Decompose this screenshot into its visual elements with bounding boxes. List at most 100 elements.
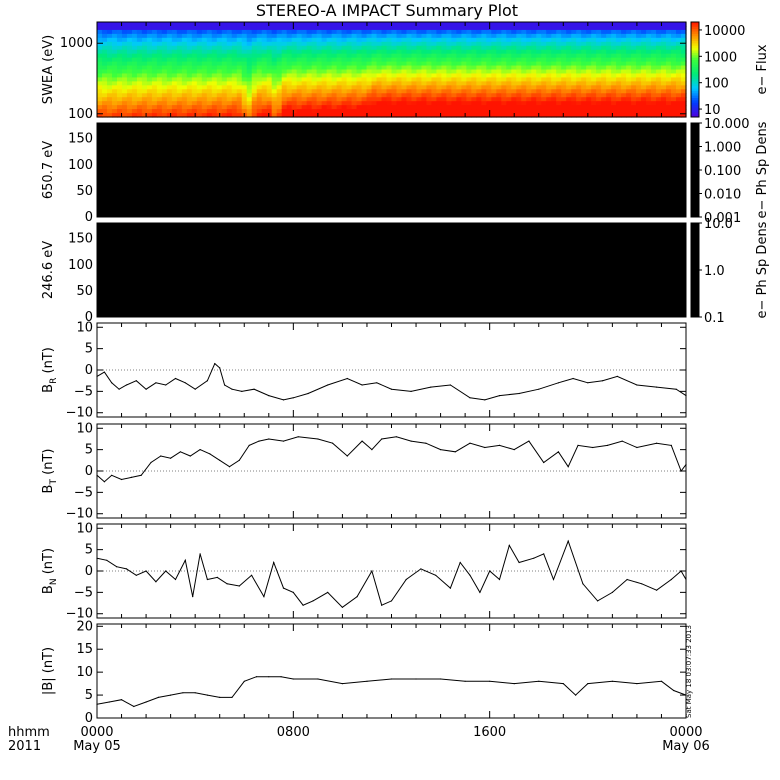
data-point (415, 678, 417, 680)
spectrogram-cell (296, 81, 303, 86)
spectrogram-cell (596, 101, 602, 106)
spectrogram-cell (166, 89, 173, 94)
spectrogram-cell (621, 73, 627, 79)
spectrogram-cell (456, 65, 462, 71)
data-point (118, 388, 120, 390)
spectrogram-cell (551, 77, 557, 82)
spectrogram-cell (421, 65, 428, 71)
spectrogram-cell (681, 37, 687, 43)
spectrogram-cell (251, 109, 258, 114)
spectrogram-cell (131, 85, 138, 90)
spectrogram-cell (501, 25, 507, 31)
spectrogram-cell (676, 105, 682, 110)
spectrogram-cell (456, 33, 462, 39)
data-point (543, 461, 545, 464)
spectrogram-cell (591, 93, 597, 98)
spectrogram-cell (361, 33, 368, 39)
spectrogram-cell (571, 101, 577, 106)
spectrogram-cell (296, 69, 303, 75)
spectrogram-cell (436, 65, 443, 71)
spectrogram-cell (566, 85, 572, 90)
spectrogram-cell (151, 69, 158, 75)
spectrogram-cell (461, 69, 467, 75)
spectrogram-cell (496, 89, 502, 94)
spectrogram-cell (471, 37, 477, 43)
spectrogram-cell (311, 41, 318, 47)
spectrogram-cell (486, 105, 492, 110)
spectrogram-cell (291, 93, 298, 98)
spectrogram-cell (651, 45, 657, 51)
spectrogram-cell (371, 97, 378, 102)
spectrogram-cell (326, 113, 333, 118)
spectrogram-cell (186, 73, 193, 79)
spectrogram-cell (261, 93, 268, 98)
spectrogram-cell (461, 77, 467, 82)
spectrogram-cell (136, 105, 143, 110)
data-point (135, 380, 137, 382)
spectrogram-cell (456, 89, 462, 94)
spectrogram-cell (356, 45, 363, 51)
spectrogram-cell (461, 85, 467, 90)
spectrogram-cell (401, 33, 408, 39)
spectrogram-cell (506, 69, 512, 75)
spectrogram-cell (536, 25, 542, 31)
colorbar-cell (691, 100, 699, 104)
spectrogram-cell (356, 81, 363, 86)
spectrogram-cell (401, 97, 408, 102)
spectrogram-cell (296, 53, 303, 59)
spectrogram-cell (626, 81, 632, 86)
y-tick-label: 10 (76, 421, 93, 436)
colorbar-cell (691, 41, 699, 44)
spectrogram-cell (591, 105, 597, 110)
spectrogram-cell (176, 33, 183, 39)
spectrogram-cell (266, 101, 273, 106)
spectrogram-cell (166, 29, 173, 35)
spectrogram-cell (386, 65, 393, 71)
spectrogram-cell (131, 25, 138, 31)
spectrogram-cell (461, 37, 467, 43)
spectrogram-cell (201, 22, 208, 27)
spectrogram-cell (321, 81, 328, 86)
spectrogram-cell (211, 109, 218, 114)
spectrogram-cell (241, 61, 248, 67)
spectrogram-cell (366, 33, 373, 39)
spectrogram-cell (351, 69, 358, 75)
spectrogram-cell (251, 22, 258, 27)
spectrogram-cell (356, 93, 363, 98)
y-axis-label: 650.7 eV (41, 141, 56, 199)
spectrogram-cell (171, 25, 178, 31)
spectrogram-cell (596, 45, 602, 51)
spectrogram-cell (551, 85, 557, 90)
spectrogram-cell (351, 37, 358, 43)
spectrogram-cell (266, 61, 273, 67)
spectrogram-cell (561, 73, 567, 79)
data-point (621, 440, 623, 442)
spectrogram-cell (531, 97, 537, 102)
spectrogram-cell (646, 89, 652, 94)
spectrogram-cell (171, 105, 178, 110)
spectrogram-cell (506, 53, 512, 59)
spectrogram-cell (181, 22, 188, 27)
spectrogram-cell (346, 81, 353, 86)
spectrogram-cell (646, 53, 652, 59)
spectrogram-cell (671, 29, 677, 35)
spectrogram-cell (606, 57, 612, 63)
spectrogram-cell (436, 81, 443, 86)
spectrogram-cell (151, 73, 158, 79)
spectrogram-cell (521, 89, 527, 94)
spectrogram-cell (231, 49, 238, 55)
spectrogram-cell (196, 81, 203, 86)
spectrogram-cell (526, 29, 532, 35)
spectrogram-cell (166, 97, 173, 102)
spectrogram-cell (291, 45, 298, 51)
colorbar-cell (691, 52, 699, 56)
spectrogram-cell (151, 45, 158, 51)
spectrogram-cell (656, 81, 662, 86)
spectrogram-cell (156, 77, 163, 82)
spectrogram-cell (101, 69, 108, 75)
spectrogram-cell (511, 85, 517, 90)
spectrogram-cell (261, 49, 268, 55)
data-point (140, 474, 142, 476)
spectrogram-cell (581, 113, 587, 118)
spectrogram-cell (476, 89, 482, 94)
